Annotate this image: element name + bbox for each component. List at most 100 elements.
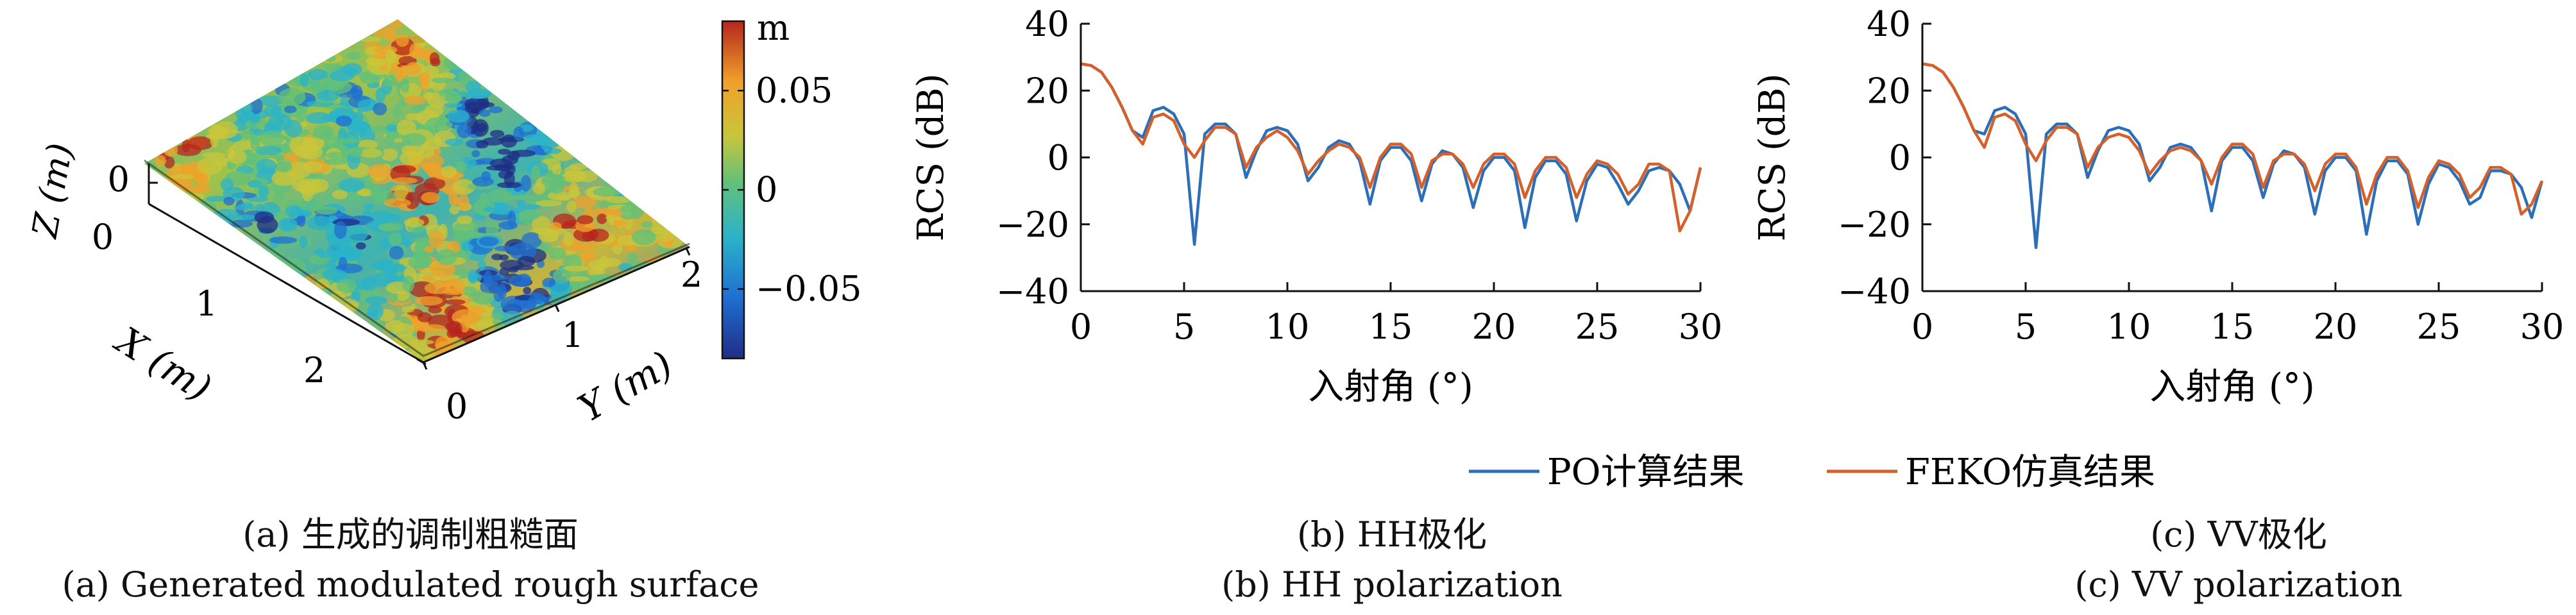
surface-patch <box>520 174 532 192</box>
y-tick-label: 40 <box>1867 4 1911 44</box>
surface-patch <box>386 49 396 64</box>
surface-patch <box>479 109 491 117</box>
surface-patch <box>417 312 432 323</box>
surface-patch <box>360 148 382 158</box>
surface-patch <box>441 165 457 178</box>
x-tick-label: 0 <box>1911 307 1933 347</box>
surface-patch <box>241 130 255 140</box>
caption-a-cn: (a) 生成的调制粗糙面 <box>242 514 579 555</box>
y-tick-label: −20 <box>996 205 1069 245</box>
surface-patch <box>250 97 263 114</box>
surface-patch <box>365 296 388 305</box>
surface-patch <box>613 219 627 226</box>
colorbar-unit: m <box>757 8 790 48</box>
surface-patch <box>316 206 338 215</box>
surface-patch <box>254 211 275 224</box>
surface-patch <box>532 182 546 195</box>
x-tick-label: 30 <box>1679 307 1723 347</box>
surface-patch <box>338 257 348 271</box>
surface-patch <box>535 200 563 207</box>
surface-patch <box>541 173 565 185</box>
surface-patch <box>483 206 495 213</box>
x-tick-0: 0 <box>92 217 114 257</box>
surface-patch <box>323 158 349 165</box>
surface-patch <box>299 235 308 249</box>
surface-patch <box>513 126 524 141</box>
surface-patch <box>509 242 536 261</box>
surface-patch <box>445 299 466 305</box>
series-line-feko <box>1080 62 1702 233</box>
surface-patch <box>323 62 341 71</box>
surface-patch <box>563 265 589 272</box>
surface-patch <box>606 196 632 204</box>
surface-patch <box>547 190 572 201</box>
surface-patch <box>223 196 235 206</box>
surface-patch <box>317 251 333 258</box>
surface-patch <box>517 256 536 267</box>
surface-patch <box>599 255 608 266</box>
surface-patch <box>332 138 360 144</box>
surface-patch <box>640 221 654 228</box>
surface-patch <box>402 144 425 157</box>
x-tick-label: 5 <box>2015 307 2037 347</box>
surface-patch <box>351 85 363 101</box>
surface-patch <box>396 33 409 47</box>
surface-patch <box>381 148 398 162</box>
surface-patch <box>232 140 252 151</box>
surface-patch <box>335 115 352 127</box>
surface-patch <box>352 289 361 303</box>
x-tick-label: 5 <box>1173 307 1195 347</box>
caption-b-cn: (b) HH极化 <box>1296 514 1487 555</box>
surface-patch <box>228 149 247 164</box>
series-line-po <box>1922 62 2544 249</box>
surface-patch <box>496 181 522 189</box>
surface-patch <box>256 158 277 174</box>
surface-patch <box>461 244 474 251</box>
surface-patch <box>383 74 397 88</box>
surface-patch <box>611 208 623 217</box>
surface-patch <box>405 62 421 76</box>
surface-patch <box>332 190 348 199</box>
y-tick-label: 20 <box>1025 71 1069 111</box>
surface-patch <box>386 124 399 132</box>
z-axis-label: Z (m) <box>24 140 81 242</box>
series-line-po <box>1080 62 1702 246</box>
surface-patch <box>499 254 509 261</box>
surface-patch <box>549 280 572 299</box>
x-tick-label: 25 <box>2417 307 2461 347</box>
surface-patch <box>338 178 365 192</box>
surface-patch <box>309 178 329 193</box>
x-tick-label: 15 <box>1369 307 1413 347</box>
colorbar-tick-label: 0 <box>756 169 777 210</box>
surface-patch <box>403 217 425 228</box>
surface-patch <box>348 147 363 157</box>
x-tick-label: 25 <box>1575 307 1620 347</box>
surface-patch <box>443 102 463 108</box>
surface-patch <box>301 184 314 202</box>
surface-patch <box>409 339 434 345</box>
surface-patch <box>393 323 414 337</box>
surface-patch <box>452 179 476 195</box>
y-tick-label: −40 <box>996 271 1069 312</box>
surface-patch <box>393 333 418 349</box>
legend: PO计算结果 FEKO仿真结果 <box>1469 451 2155 493</box>
y-tick-label: 40 <box>1025 4 1069 44</box>
surface-patch <box>355 242 366 250</box>
surface-patch <box>627 252 638 264</box>
surface-patch <box>592 187 621 197</box>
surface-patch <box>445 91 462 105</box>
surface-patch <box>334 247 361 262</box>
surface-patch <box>511 194 538 200</box>
surface-patch <box>486 221 499 239</box>
surface-patch <box>471 150 480 158</box>
surface-patch <box>385 32 398 42</box>
surface-patch <box>197 157 223 175</box>
surface-patch <box>357 188 371 196</box>
surface-patch <box>423 177 446 190</box>
z-tick-0: 0 <box>108 159 130 199</box>
surface-patch <box>247 180 262 188</box>
surface-patch <box>499 267 509 276</box>
series-line-feko <box>1922 62 2544 216</box>
surface-patch <box>367 303 384 320</box>
surface-patch <box>259 130 284 147</box>
